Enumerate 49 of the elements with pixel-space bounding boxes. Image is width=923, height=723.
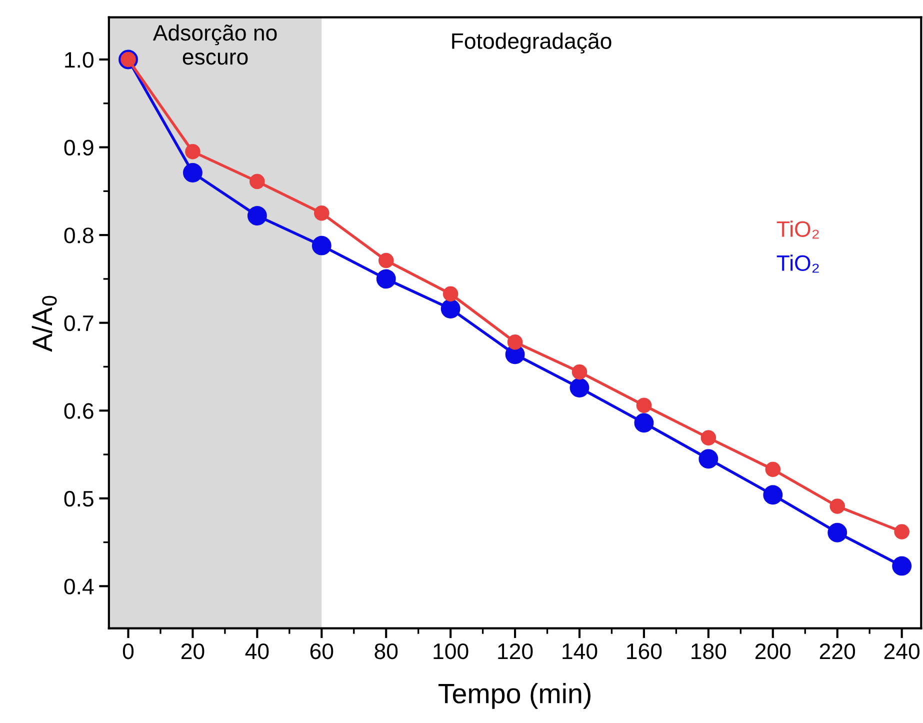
point (830, 498, 845, 514)
point (636, 398, 652, 413)
point (247, 206, 267, 226)
point (700, 430, 716, 446)
point (182, 162, 202, 182)
band-label: Adsorção no escuro (152, 24, 277, 65)
y-tick-label: 0.5 (64, 490, 94, 507)
point (763, 485, 783, 505)
y-tick-label: 0.8 (64, 228, 94, 244)
annotation: Fotodegradação (452, 32, 612, 54)
y-axis-title: A/A$_{0}$ (32, 296, 57, 352)
x-tick-label: 100 (434, 643, 468, 660)
x-tick-label: 200 (755, 643, 791, 660)
text: TiO₂ (776, 254, 819, 273)
point (570, 378, 590, 398)
point (892, 556, 912, 576)
point (378, 252, 394, 268)
point (250, 174, 265, 190)
point (185, 144, 200, 160)
point (314, 205, 330, 221)
point (507, 334, 523, 350)
point (828, 522, 848, 542)
point (698, 449, 718, 469)
y-tick-label: 1.0 (65, 52, 94, 68)
x-tick-label: 160 (627, 643, 662, 660)
point (312, 236, 332, 256)
point (376, 269, 396, 289)
point (442, 286, 458, 302)
x-tick-label: 60 (310, 643, 334, 660)
point (765, 462, 781, 478)
text: TiO₂ (776, 220, 819, 239)
y-tick-label: 0.9 (64, 140, 94, 156)
x-tick-label: 180 (692, 643, 726, 660)
x-tick-label: 0 (122, 643, 134, 660)
x-tick-label: 120 (498, 643, 533, 660)
y-tick-label: 0.7 (64, 315, 94, 332)
x-tick-label: 220 (820, 643, 856, 660)
x-tick-label: 80 (374, 643, 398, 660)
point (440, 299, 460, 318)
x-axis-title: Tempo (min) (438, 683, 590, 709)
point (894, 524, 910, 540)
point (634, 413, 654, 433)
point (572, 364, 588, 380)
y-tick-label: 0.6 (64, 403, 94, 419)
y-tick-label: 0.4 (64, 578, 94, 594)
x-tick-label: 240 (884, 643, 920, 660)
x-tick-label: 140 (562, 643, 598, 660)
x-tick-label: 40 (245, 643, 269, 660)
x-tick-label: 20 (181, 643, 204, 660)
